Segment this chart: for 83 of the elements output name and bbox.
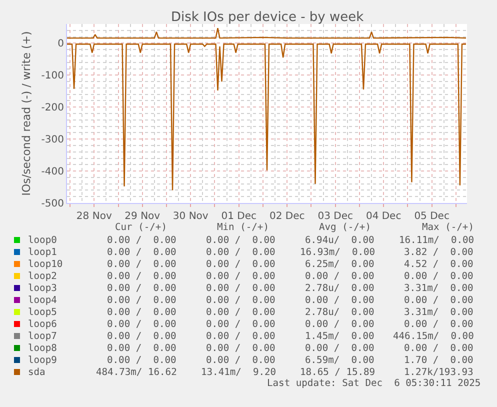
text: 0.00 / 0.00 [107,295,177,306]
y-tick-label: 0 [58,38,64,50]
text: 0.00 / 0.00 [305,295,375,306]
text: 0.00 / 0.00 [404,295,474,306]
text: 0.00 / 0.00 [107,259,177,270]
x-tick-label: 03 Dec [318,211,353,222]
x-tick-label: 01 Dec [221,211,256,222]
text: 0.00 / 0.00 [206,235,276,246]
y-axis-title: IOs/second read (-) / write (+) [20,31,33,196]
text: 0.00 / 0.00 [305,343,375,354]
text: Max (-/+) [422,222,474,233]
text: 0.00 / 0.00 [206,283,276,294]
legend-label: loop1 [28,247,58,258]
legend-label: loop10 [28,259,63,270]
text: 0.00 / 0.00 [107,307,177,318]
text: 13.41m/ 9.20 [201,367,276,378]
text: 0.00 / 0.00 [107,271,177,282]
text: 3.31m/ 0.00 [404,283,474,294]
text: 0.00 / 0.00 [107,319,177,330]
line-series [67,44,467,191]
text: Cur (-/+) [115,222,167,233]
text: 6.94u/ 0.00 [305,235,375,246]
text: 2.78u/ 0.00 [305,307,375,318]
line-series [67,28,467,39]
text: 1.70 / 0.00 [404,355,474,366]
text: 0.00 / 0.00 [206,319,276,330]
chart-title: Disk IOs per device - by week [171,10,364,25]
text: 0.00 / 0.00 [305,271,375,282]
y-tick-label: -100 [41,70,64,82]
x-tick-label: 02 Dec [269,211,305,222]
text: 0.00 / 0.00 [206,331,276,342]
text: 3.31m/ 0.00 [404,307,474,318]
legend-label: loop4 [28,295,58,306]
text: 0.00 / 0.00 [107,247,177,258]
text: 16.11m/ 0.00 [399,235,474,246]
legend-label: sda [28,367,46,378]
legend-label: loop6 [28,319,58,330]
text: 0.00 / 0.00 [107,343,177,354]
text: 1.27k/193.93 [404,367,474,378]
legend-label: loop8 [28,343,58,354]
text: 0.00 / 0.00 [206,343,276,354]
legend-label: loop9 [28,355,58,366]
y-tick-label: -400 [41,166,64,178]
text: 0.00 / 0.00 [107,355,177,366]
text: 0.00 / 0.00 [404,343,474,354]
text: 0.00 / 0.00 [404,319,474,330]
legend-label: loop3 [28,283,58,294]
y-tick-label: -300 [41,134,64,146]
y-tick-label: -500 [41,198,64,210]
text: 0.00 / 0.00 [206,307,276,318]
text: 6.59m/ 0.00 [305,355,375,366]
text: 484.73m/ 16.62 [96,367,177,378]
text: 3.82 / 0.00 [404,247,474,258]
text: 16.93m/ 0.00 [300,247,376,258]
text: Avg (-/+) [319,222,371,233]
x-tick-label: 30 Nov [172,211,208,222]
text: Min (-/+) [217,222,269,233]
text: 0.00 / 0.00 [107,283,177,294]
x-tick-label: 29 Nov [124,211,160,222]
text: 18.65 / 15.89 [300,367,376,378]
text: 0.00 / 0.00 [206,355,276,366]
legend-label: loop7 [28,331,58,342]
x-tick-label: 04 Dec [366,211,402,222]
text: 2.78u/ 0.00 [305,283,375,294]
x-tick-label: 05 Dec [414,211,450,222]
text: 0.00 / 0.00 [305,319,375,330]
text: 0.00 / 0.00 [206,259,276,270]
text: 0.00 / 0.00 [206,295,276,306]
y-tick-label: -200 [41,102,64,114]
text: 0.00 / 0.00 [107,235,177,246]
text: 4.52 / 0.00 [404,259,474,270]
legend-label: loop0 [28,235,58,246]
text: 446.15m/ 0.00 [393,331,474,342]
x-tick-label: 28 Nov [76,211,112,222]
text: 0.00 / 0.00 [206,247,276,258]
text: 0.00 / 0.00 [404,271,474,282]
legend-label: loop5 [28,307,57,318]
legend-label: loop2 [28,271,57,282]
text: 0.00 / 0.00 [206,271,276,282]
text: 1.45m/ 0.00 [305,331,375,342]
text: 0.00 / 0.00 [107,331,177,342]
text: 6.25m/ 0.00 [305,259,375,270]
text: Last update: Sat Dec 6 05:30:11 2025 [267,378,481,389]
